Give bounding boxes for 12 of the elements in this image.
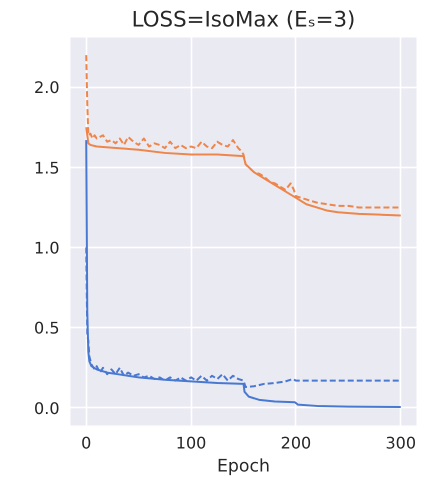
x-tick-label: 200 bbox=[280, 434, 312, 452]
x-tick-label: 300 bbox=[386, 434, 416, 452]
line-series bbox=[85, 139, 402, 408]
y-tick-label: 0.5 bbox=[34, 318, 60, 338]
y-tick-label: 1.0 bbox=[34, 238, 60, 258]
chart-title: LOSS=IsoMax (Eₛ=3) bbox=[132, 8, 356, 32]
y-tick-label: 1.5 bbox=[34, 158, 60, 178]
x-tick-label: 0 bbox=[81, 434, 92, 452]
x-tick-label: 100 bbox=[176, 434, 206, 452]
y-tick-label: 0.0 bbox=[34, 398, 60, 418]
y-tick-label: 2.0 bbox=[34, 78, 60, 98]
x-axis-title: Epoch bbox=[216, 456, 270, 476]
